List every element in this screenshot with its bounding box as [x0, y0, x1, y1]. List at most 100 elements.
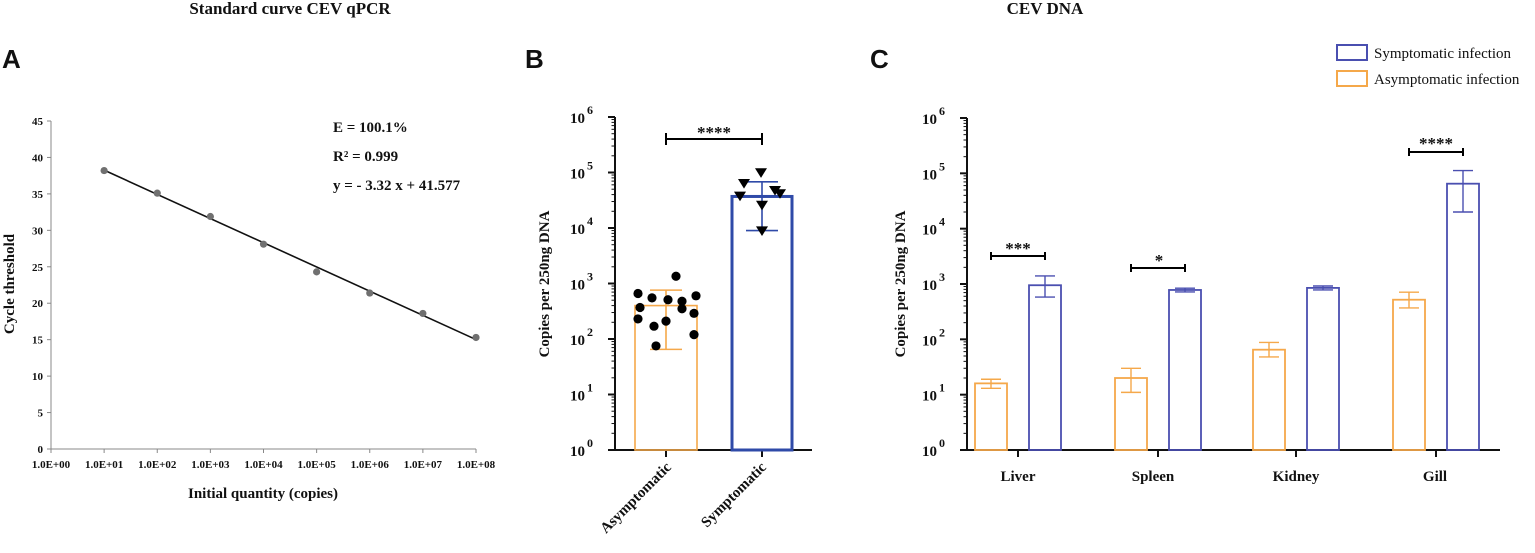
panel-b-point-symptomatic — [734, 191, 746, 202]
panel-c-bar-asymptomatic-liver — [974, 382, 1008, 451]
panel-c-x-label-liver: Liver — [1001, 469, 1036, 485]
panel-b-point-asymptomatic — [691, 291, 701, 301]
panel-a-x-tick-label: 1.0E+08 — [457, 459, 496, 471]
panel-b-point-asymptomatic — [677, 304, 687, 314]
panel-b-y-tick-base: 10 — [570, 222, 585, 238]
panel-a-y-tick-label: 0 — [38, 444, 44, 456]
panel-c-y-tick-exponent: 1 — [939, 381, 945, 395]
panel-b-y-tick-exponent: 2 — [587, 325, 593, 339]
panel-a-axes: 0 5 10 15 20 25 30 35 40 45 1.0E+00 1.0E+01 1.0E+02 1… — [32, 116, 496, 471]
panel-b-marks — [633, 133, 794, 452]
panel-a-y-tick-label: 10 — [32, 371, 44, 383]
panel-b-y-tick-exponent: 0 — [587, 436, 593, 450]
panel-c-y-tick-exponent: 5 — [939, 159, 945, 173]
panel-a-y-tick-label: 5 — [38, 408, 44, 420]
panel-b-x-label-asymptomatic: Asymptomatic — [598, 459, 676, 537]
panel-b-y-tick-exponent: 3 — [587, 270, 593, 284]
panel-c-x-label-kidney: Kidney — [1273, 469, 1320, 485]
panel-a-annotation-equation: y = - 3.32 x + 41.577 — [333, 178, 461, 194]
panel-letter-a: A — [2, 44, 21, 74]
panel-c-y-tick-base: 10 — [922, 223, 937, 239]
panel-c-x-label-gill: Gill — [1423, 469, 1447, 485]
panel-a-y-tick-label: 25 — [32, 262, 44, 274]
panel-b-significance: **** — [697, 123, 731, 142]
panel-b-point-asymptomatic — [671, 271, 681, 281]
panel-c-significance-spleen: * — [1155, 251, 1164, 270]
panel-c-y-axis-title: Copies per 250ng DNA — [893, 210, 909, 357]
panel-a-fit-line — [103, 169, 477, 341]
panel-b-y-tick-base: 10 — [570, 278, 585, 294]
panel-c-x-label-spleen: Spleen — [1132, 469, 1175, 485]
panel-a-x-tick-label: 1.0E+06 — [351, 459, 390, 471]
panel-a-data-point — [206, 212, 214, 221]
panel-a-y-tick-label: 20 — [32, 298, 44, 310]
panel-b-point-symptomatic — [738, 179, 750, 189]
panel-a-data-point — [100, 166, 108, 175]
panel-b-point-asymptomatic — [689, 308, 699, 318]
legend-swatch-symptomatic — [1336, 44, 1368, 61]
panel-b-point-asymptomatic — [677, 296, 687, 306]
legend-swatch-asymptomatic — [1336, 70, 1368, 87]
panel-b-y-tick-base: 10 — [570, 167, 585, 183]
panel-c-y-tick-exponent: 2 — [939, 325, 945, 339]
panel-b-y-tick-exponent: 4 — [587, 214, 593, 228]
panel-b-point-asymptomatic — [661, 316, 671, 326]
panel-a-x-tick-label: 1.0E+02 — [138, 459, 177, 471]
panel-c-significance-gill: **** — [1419, 134, 1453, 153]
panel-b-point-asymptomatic — [633, 314, 643, 324]
panel-a-x-axis-title: Initial quantity (copies) — [188, 486, 338, 502]
panel-a-data-point — [472, 333, 480, 342]
panel-a-data-point — [366, 289, 374, 297]
panel-c-bar-asymptomatic-gill — [1392, 298, 1426, 451]
panel-a-x-tick-label: 1.0E+03 — [191, 459, 230, 471]
panel-a-y-tick-label: 45 — [32, 116, 44, 128]
panel-b-x-label-symptomatic: Symptomatic — [698, 459, 770, 531]
panel-a-marks — [100, 166, 480, 342]
panel-c-y-tick-base: 10 — [922, 389, 937, 405]
panel-letter-b: B — [525, 44, 544, 74]
panel-b-point-asymptomatic — [663, 295, 673, 305]
panel-b-y-tick-base: 10 — [570, 444, 585, 460]
panel-b-y-tick-exponent: 6 — [587, 103, 593, 117]
panel-a-y-tick-label: 30 — [32, 225, 44, 237]
panel-c-y-tick-base: 10 — [922, 167, 937, 183]
panel-c-y-tick-exponent: 3 — [939, 270, 945, 284]
legend-label-symptomatic: Symptomatic infection — [1374, 46, 1512, 62]
panel-c-bar-symptomatic-gill — [1446, 182, 1480, 451]
panel-c-y-tick-base: 10 — [922, 278, 937, 294]
panel-c-y-tick-exponent: 4 — [939, 215, 945, 229]
panel-c-bar-symptomatic-kidney — [1306, 287, 1340, 451]
panel-a-data-point — [313, 268, 321, 276]
panel-c-y-tick-base: 10 — [922, 444, 937, 460]
panel-b-y-tick-base: 10 — [570, 389, 585, 405]
panel-a-data-point — [419, 309, 427, 318]
panel-a-y-axis-title: Cycle threshold — [2, 233, 18, 334]
panel-a-data-point — [153, 189, 161, 197]
panel-a-annotation-r2: R² = 0.999 — [333, 149, 398, 165]
title-cev-dna: CEV DNA — [1007, 0, 1084, 18]
panel-a-annotation-efficiency: E = 100.1% — [333, 120, 408, 136]
panel-c-significance-liver: *** — [1005, 239, 1031, 258]
panel-b-point-asymptomatic — [689, 330, 699, 340]
panel-a-data-point — [259, 240, 268, 248]
panel-c-marks — [974, 148, 1480, 451]
panel-a-x-tick-label: 1.0E+00 — [32, 459, 71, 471]
panel-a-x-tick-label: 1.0E+07 — [404, 459, 443, 471]
panel-letter-c: C — [870, 44, 889, 74]
panel-a-y-tick-label: 15 — [32, 335, 44, 347]
panel-b-point-asymptomatic — [633, 288, 643, 299]
panel-a-x-tick-label: 1.0E+05 — [297, 459, 336, 471]
panel-c-bar-symptomatic-spleen — [1168, 289, 1202, 451]
panel-b-point-asymptomatic — [647, 293, 657, 303]
panel-c-y-tick-base: 10 — [922, 112, 937, 128]
panel-b-point-symptomatic — [755, 168, 767, 178]
panel-b-y-tick-exponent: 1 — [587, 381, 593, 395]
panel-c-legend: Symptomatic infection Asymptomatic infec… — [1336, 44, 1520, 88]
panel-b-point-asymptomatic — [635, 302, 645, 313]
panel-b-point-asymptomatic — [651, 341, 661, 351]
panel-b-point-symptomatic — [774, 189, 786, 199]
